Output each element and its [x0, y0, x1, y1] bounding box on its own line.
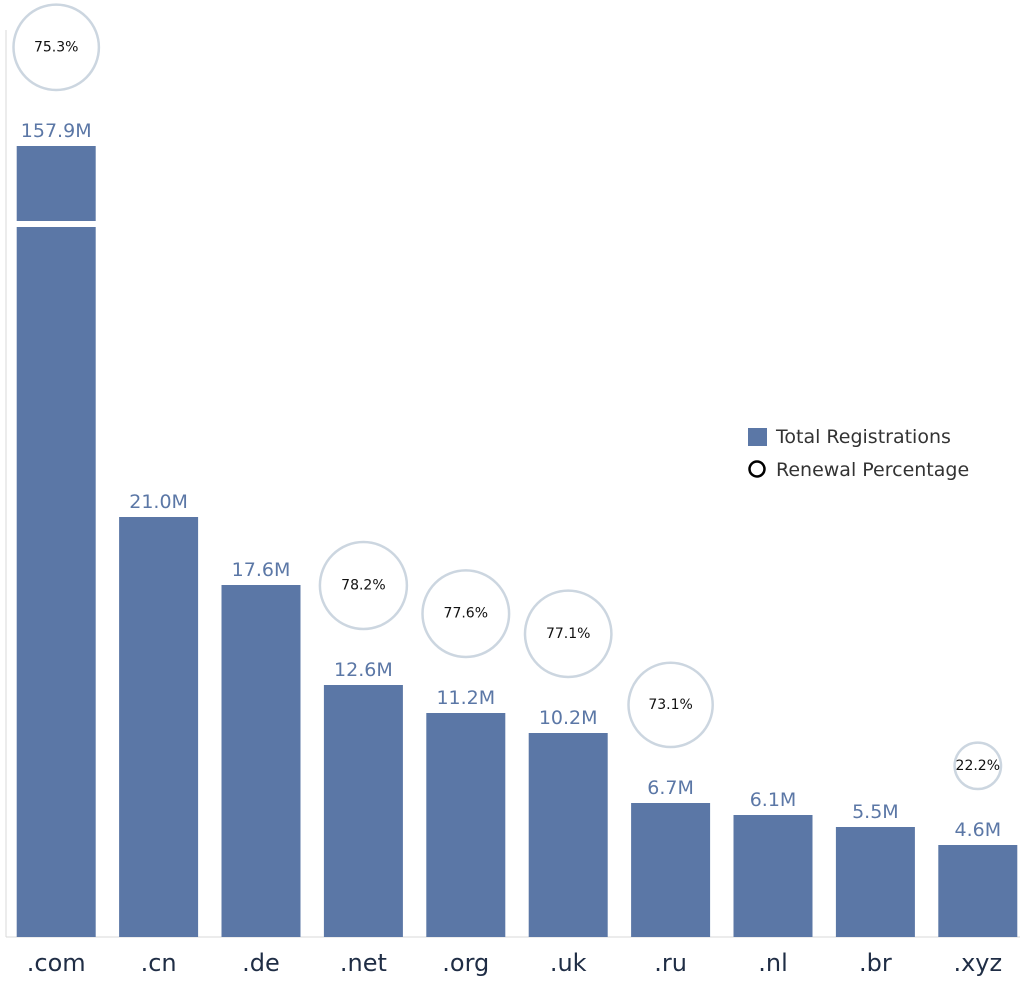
category-label-uk: .uk	[550, 949, 587, 977]
bar-net	[323, 685, 403, 937]
renewal-label-org: 77.6%	[444, 606, 488, 622]
legend-label-total-registrations: Total Registrations	[775, 426, 951, 448]
bar-uk	[528, 733, 608, 937]
category-label-nl: .nl	[758, 949, 788, 977]
bar-value-label-ru: 6.7M	[647, 777, 694, 799]
category-labels: .com .cn .de .net .org .uk .ru .nl .br .xyz	[27, 949, 1002, 977]
category-label-ru: .ru	[654, 949, 687, 977]
bars-layer: 157.9M 21.0M 17.6M 12.6M 11.2M 10.2M 6.7M 6.1M 5…	[15, 120, 1018, 937]
category-label-de: .de	[242, 949, 280, 977]
bar-value-label-uk: 10.2M	[539, 707, 598, 729]
bar-de	[221, 585, 301, 937]
legend-swatch-total-registrations	[748, 428, 767, 446]
renewal-bubble-xyz	[953, 741, 1003, 791]
bar-value-label-com: 157.9M	[21, 120, 92, 142]
renewal-label-net: 78.2%	[341, 578, 385, 594]
renewal-bubble-net	[318, 540, 409, 631]
bar-nl	[733, 815, 813, 937]
bar-ru	[631, 803, 711, 937]
legend: Total Registrations Renewal Percentage	[748, 426, 969, 481]
category-label-cn: .cn	[141, 949, 177, 977]
category-label-br: .br	[859, 949, 892, 977]
renewal-label-xyz: 22.2%	[956, 758, 1000, 774]
category-label-xyz: .xyz	[953, 949, 1002, 977]
bubbles-layer: 75.3% 78.2% 77.6% 77.1% 73.1% 22.2%	[12, 3, 1003, 791]
bar-value-label-net: 12.6M	[334, 659, 393, 681]
bar-value-label-nl: 6.1M	[750, 789, 797, 811]
legend-label-renewal-percentage: Renewal Percentage	[776, 459, 969, 481]
bar-value-label-br: 5.5M	[852, 801, 899, 823]
bar-value-label-cn: 21.0M	[129, 491, 188, 513]
bar-xyz	[938, 845, 1018, 937]
bar-value-label-de: 17.6M	[232, 559, 291, 581]
bar-org	[426, 713, 506, 937]
renewal-bubble-com	[12, 3, 101, 92]
legend-circle-renewal-percentage	[748, 460, 766, 478]
category-label-com: .com	[27, 949, 86, 977]
renewal-bubble-org	[421, 569, 511, 659]
bar-br	[835, 827, 915, 937]
category-label-net: .net	[340, 949, 387, 977]
bar-value-label-org: 11.2M	[436, 687, 495, 709]
renewal-label-ru: 73.1%	[648, 697, 692, 713]
renewal-label-com: 75.3%	[34, 39, 78, 55]
renewal-label-uk: 77.1%	[546, 626, 590, 642]
bar-cn	[119, 517, 199, 937]
axis-break-gap	[15, 221, 97, 227]
renewal-bubble-ru	[627, 661, 714, 749]
bar-value-label-xyz: 4.6M	[954, 819, 1001, 841]
renewal-bubble-uk	[523, 589, 613, 679]
category-label-org: .org	[442, 949, 489, 977]
bar-com	[16, 146, 96, 937]
